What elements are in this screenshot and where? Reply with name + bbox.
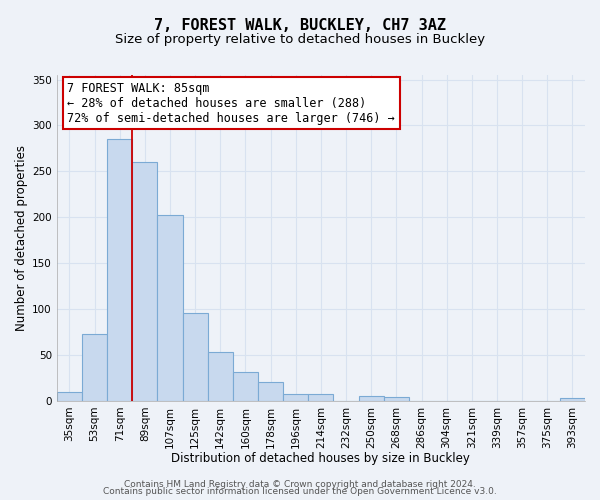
Bar [283,394,308,401]
Text: Contains public sector information licensed under the Open Government Licence v3: Contains public sector information licen… [103,487,497,496]
Bar [107,140,132,401]
Text: Contains HM Land Registry data © Crown copyright and database right 2024.: Contains HM Land Registry data © Crown c… [124,480,476,489]
Bar [308,394,334,401]
Y-axis label: Number of detached properties: Number of detached properties [15,145,28,331]
Bar [258,382,283,401]
Bar [208,352,233,401]
Text: 7 FOREST WALK: 85sqm
← 28% of detached houses are smaller (288)
72% of semi-deta: 7 FOREST WALK: 85sqm ← 28% of detached h… [67,82,395,124]
X-axis label: Distribution of detached houses by size in Buckley: Distribution of detached houses by size … [172,452,470,465]
Bar [384,397,409,401]
Bar [560,398,585,401]
Bar [233,372,258,401]
Bar [182,312,208,401]
Text: Size of property relative to detached houses in Buckley: Size of property relative to detached ho… [115,32,485,46]
Bar [57,392,82,401]
Bar [359,396,384,401]
Bar [82,334,107,401]
Text: 7, FOREST WALK, BUCKLEY, CH7 3AZ: 7, FOREST WALK, BUCKLEY, CH7 3AZ [154,18,446,32]
Bar [157,214,182,401]
Bar [132,162,157,401]
